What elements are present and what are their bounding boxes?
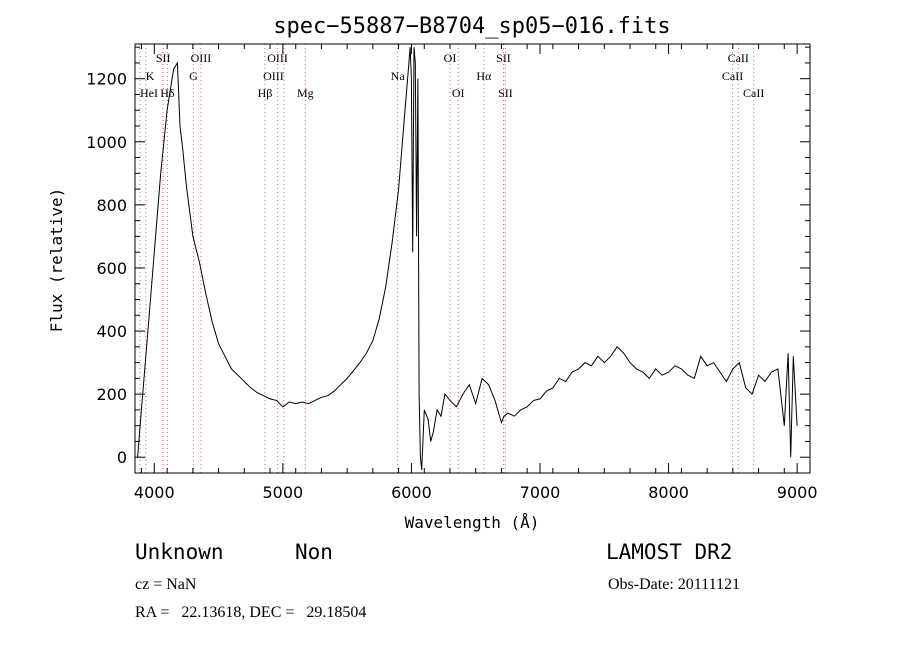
y-tick-label: 400	[96, 322, 127, 341]
marker-label: Hβ	[258, 86, 273, 100]
y-tick-label: 1200	[86, 70, 127, 89]
series-group	[137, 47, 798, 470]
chart-title: spec−55887−B8704_sp05−016.fits	[273, 14, 670, 39]
spectrum-chart: spec−55887−B8704_sp05−016.fits K HeI SII Hδ…	[47, 14, 818, 532]
marker-label: CaII	[743, 86, 764, 100]
x-tick-label: 8000	[648, 483, 689, 502]
plot-frame	[134, 43, 811, 474]
series-line	[137, 47, 798, 470]
class-label: Unknown	[135, 540, 224, 564]
x-tick-label: 4000	[134, 483, 175, 502]
marker-label: G	[189, 69, 198, 83]
redshift-label: cz = NaN	[135, 576, 197, 593]
x-tick-label: 7000	[520, 483, 561, 502]
marker-label: OIII	[267, 51, 288, 65]
y-tick-label: 800	[96, 196, 127, 215]
marker-label: CaII	[722, 69, 743, 83]
y-tick-labels: 0 200 400 600 800 1000 1200	[86, 70, 127, 468]
marker-label: HeI	[140, 86, 158, 100]
marker-label: SII	[496, 51, 511, 65]
marker-label: OIII	[263, 69, 284, 83]
marker-label: K	[146, 69, 155, 83]
obs-date-label: Obs-Date: 20111121	[608, 576, 740, 593]
x-tick-label: 9000	[777, 483, 818, 502]
y-axis-label: Flux (relative)	[47, 188, 66, 333]
marker-label: OI	[444, 51, 457, 65]
marker-label: OIII	[191, 51, 212, 65]
x-tick-labels: 4000 5000 6000 7000 8000 9000	[134, 483, 818, 502]
y-tick-label: 1000	[86, 133, 127, 152]
marker-label: OI	[452, 86, 465, 100]
axis-ticks	[135, 44, 811, 473]
subclass-label: Non	[295, 540, 333, 564]
y-tick-label: 600	[96, 259, 127, 278]
x-tick-label: 5000	[262, 483, 303, 502]
marker-label: SII	[498, 86, 513, 100]
marker-label: Mg	[297, 86, 314, 100]
coordinates-label: RA = 22.13618, DEC = 29.18504	[135, 604, 367, 621]
marker-label: CaII	[728, 51, 749, 65]
marker-label: SII	[156, 51, 171, 65]
y-tick-label: 0	[117, 448, 127, 467]
survey-label: LAMOST DR2	[606, 540, 733, 564]
x-tick-label: 6000	[391, 483, 432, 502]
x-axis-label: Wavelength (Å)	[405, 513, 540, 532]
y-tick-label: 200	[96, 385, 127, 404]
marker-label: Hα	[476, 69, 492, 83]
marker-label: Na	[391, 69, 406, 83]
line-markers: K HeI SII Hδ OIII G OIII OIII Hβ Mg Na OI OI Hα SII SII…	[139, 44, 764, 473]
marker-label: Hδ	[160, 86, 175, 100]
